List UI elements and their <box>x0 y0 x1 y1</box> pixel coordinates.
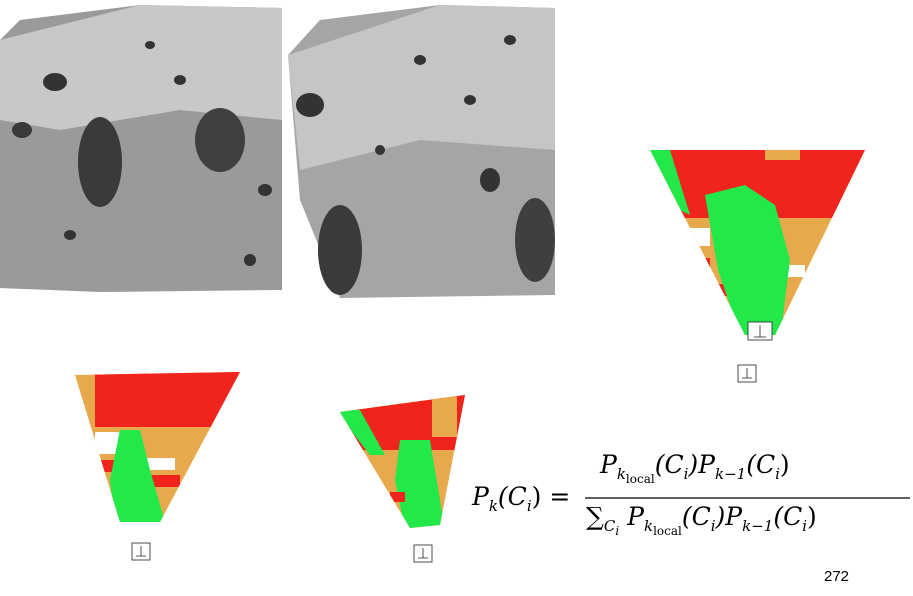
symbol: (C <box>773 502 802 531</box>
symbol: ∑ <box>586 502 604 531</box>
subscript: local <box>626 472 655 486</box>
page-number: 272 <box>824 568 849 585</box>
subscript: k <box>489 497 498 515</box>
terrain-image-right <box>288 5 555 298</box>
formula-denominator: ∑Ci Pklocal(Ci)Pk−1(Ci) <box>586 502 817 538</box>
terrain-image-left <box>0 5 282 292</box>
subscript: i <box>615 524 619 538</box>
page: Pk(Ci) = Pklocal(Ci)Pk−1(Ci) ∑Ci Pklocal… <box>0 0 913 596</box>
symbol: (C <box>498 482 527 511</box>
formula-lhs: Pk(Ci) = <box>472 482 570 515</box>
symbol: ) = <box>532 482 571 511</box>
subscript: C <box>604 517 615 535</box>
symbol: ) <box>807 502 817 531</box>
symbol: )P <box>716 502 743 531</box>
symbol: ) <box>780 450 790 479</box>
symbol: (C <box>682 502 711 531</box>
subscript: k−1 <box>742 517 773 535</box>
formula-numerator: Pklocal(Ci)Pk−1(Ci) <box>600 450 790 486</box>
subscript: k <box>644 517 653 535</box>
symbol: (C <box>655 450 684 479</box>
symbol: P <box>600 450 617 479</box>
probability-map-middle <box>335 390 475 535</box>
probability-map-left <box>70 365 250 530</box>
subscript: k <box>617 465 626 483</box>
symbol: P <box>627 502 644 531</box>
subscript: local <box>653 524 682 538</box>
probability-map-large <box>640 140 880 340</box>
symbol: P <box>472 482 489 511</box>
symbol: (C <box>746 450 775 479</box>
subscript: k−1 <box>715 465 746 483</box>
symbol: )P <box>688 450 715 479</box>
